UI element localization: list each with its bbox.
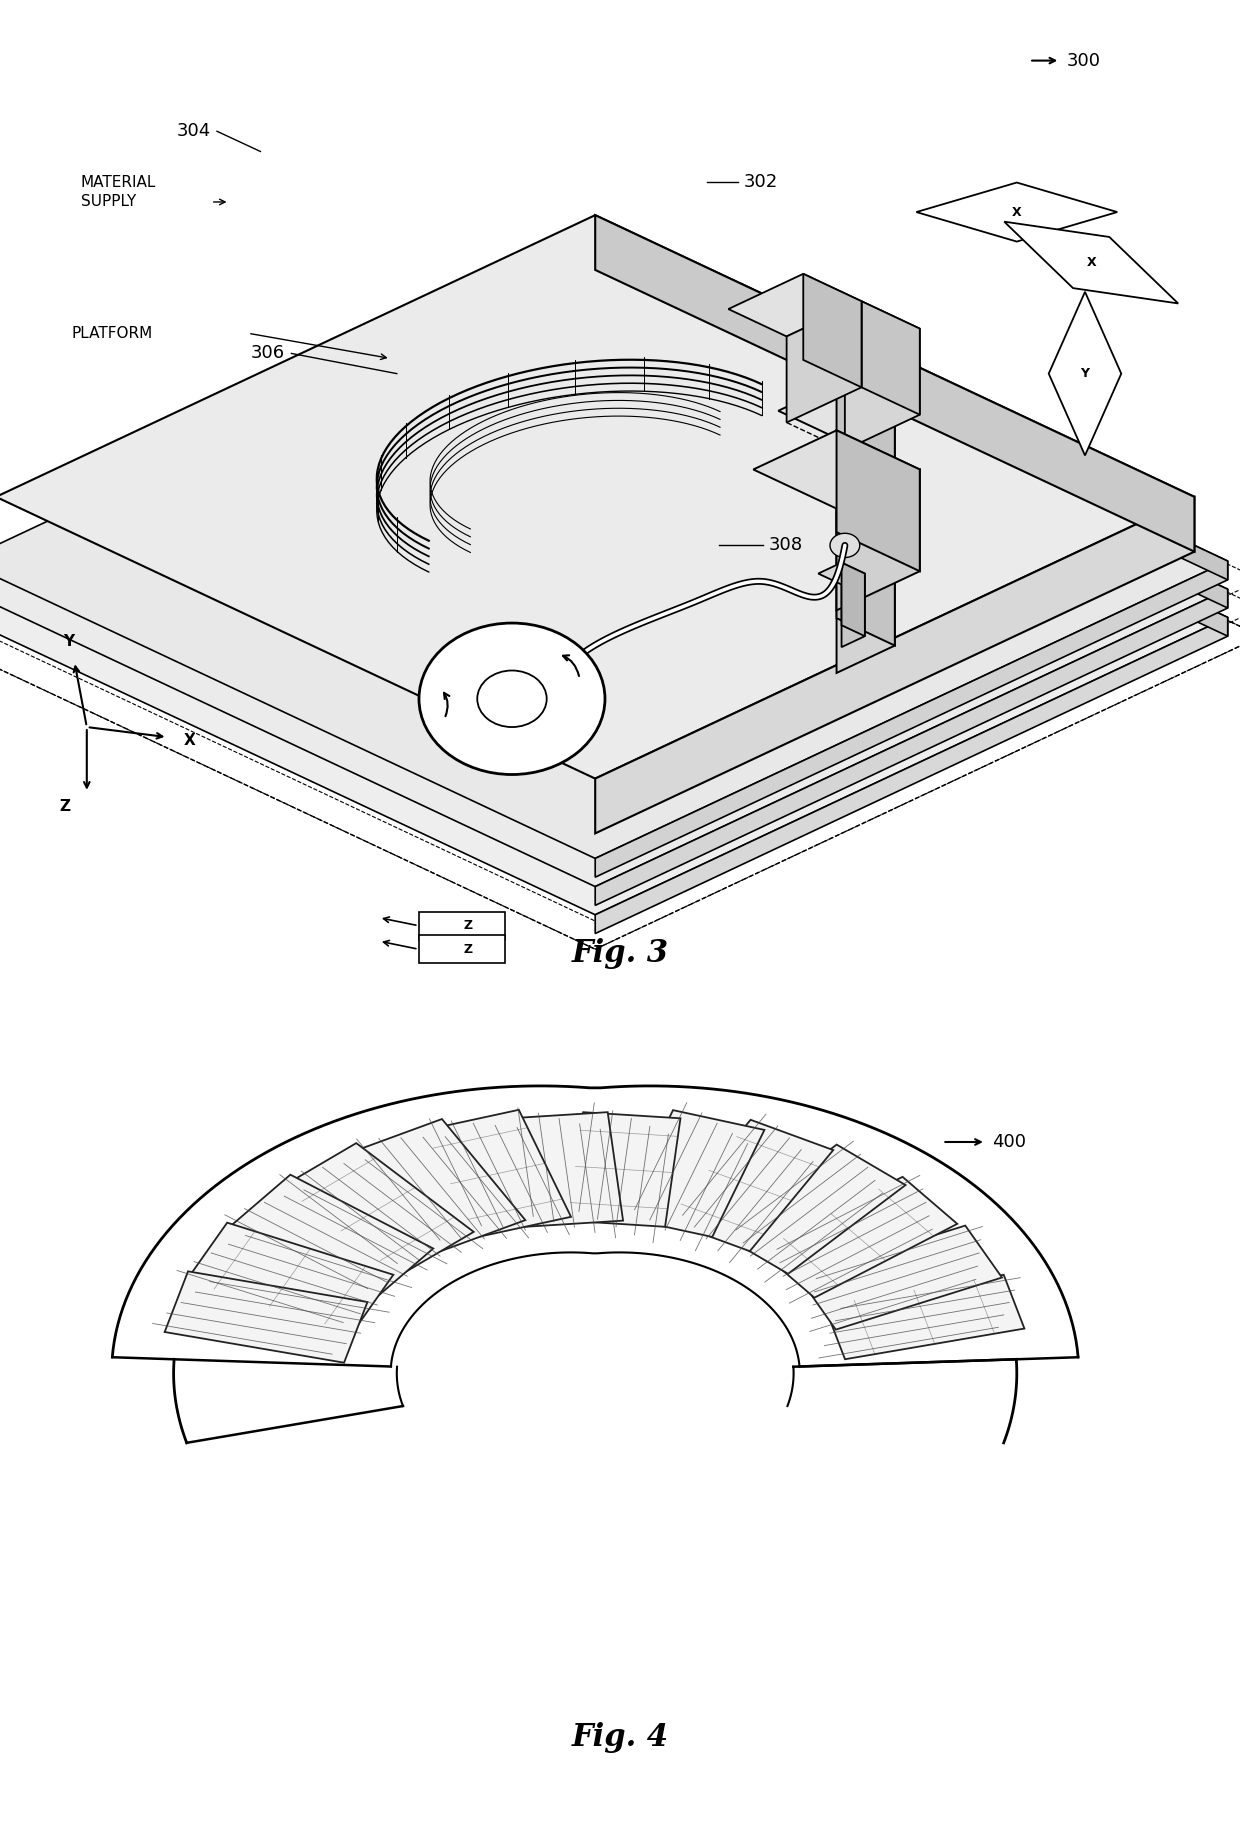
Circle shape xyxy=(419,622,605,775)
Polygon shape xyxy=(837,411,895,674)
Polygon shape xyxy=(231,1175,433,1300)
Polygon shape xyxy=(779,384,895,439)
Text: MATERIAL
SUPPLY: MATERIAL SUPPLY xyxy=(81,174,156,209)
Polygon shape xyxy=(844,329,920,450)
Text: Z: Z xyxy=(464,942,472,957)
Polygon shape xyxy=(842,562,864,635)
Text: Z: Z xyxy=(60,799,69,815)
Text: Fig. 3: Fig. 3 xyxy=(572,938,668,969)
Polygon shape xyxy=(818,562,864,584)
Circle shape xyxy=(830,532,859,558)
Text: 300: 300 xyxy=(1066,51,1100,70)
Polygon shape xyxy=(0,323,1240,949)
Polygon shape xyxy=(786,301,920,364)
Polygon shape xyxy=(595,215,1194,551)
Polygon shape xyxy=(283,1144,474,1276)
Polygon shape xyxy=(186,1223,393,1333)
Polygon shape xyxy=(0,292,1228,887)
Polygon shape xyxy=(1012,431,1053,490)
Polygon shape xyxy=(621,1111,764,1237)
Polygon shape xyxy=(595,292,1228,608)
Polygon shape xyxy=(1004,222,1178,303)
Polygon shape xyxy=(424,1109,570,1237)
Text: 306: 306 xyxy=(250,345,285,362)
Text: X: X xyxy=(1012,206,1022,218)
Polygon shape xyxy=(804,274,862,387)
Polygon shape xyxy=(837,470,920,610)
Polygon shape xyxy=(970,393,1053,472)
Polygon shape xyxy=(510,1113,622,1226)
Polygon shape xyxy=(595,562,1228,878)
Polygon shape xyxy=(837,430,920,571)
Polygon shape xyxy=(165,1271,367,1362)
Polygon shape xyxy=(916,182,1117,242)
Text: 302: 302 xyxy=(744,173,779,191)
Polygon shape xyxy=(667,1120,833,1250)
Circle shape xyxy=(477,670,547,727)
Polygon shape xyxy=(0,264,1228,859)
Polygon shape xyxy=(595,617,1228,933)
Polygon shape xyxy=(1049,292,1121,455)
Text: 400: 400 xyxy=(992,1133,1025,1151)
Polygon shape xyxy=(595,498,1194,834)
Polygon shape xyxy=(842,573,864,646)
Polygon shape xyxy=(825,1274,1024,1359)
FancyBboxPatch shape xyxy=(419,912,506,940)
Text: 304: 304 xyxy=(176,123,211,140)
Text: 308: 308 xyxy=(769,536,804,554)
Text: X: X xyxy=(184,733,196,749)
Polygon shape xyxy=(799,1226,1002,1329)
Polygon shape xyxy=(928,420,1053,479)
Polygon shape xyxy=(760,1177,957,1298)
Polygon shape xyxy=(595,589,1228,905)
Polygon shape xyxy=(719,1144,905,1274)
Polygon shape xyxy=(595,319,1228,635)
Text: Y: Y xyxy=(1080,367,1090,380)
Polygon shape xyxy=(0,319,1228,914)
Polygon shape xyxy=(1012,461,1053,520)
Polygon shape xyxy=(970,420,1053,499)
Text: Z: Z xyxy=(464,920,472,933)
Polygon shape xyxy=(786,301,862,422)
Polygon shape xyxy=(595,264,1228,580)
FancyBboxPatch shape xyxy=(419,935,506,964)
Polygon shape xyxy=(928,393,1053,452)
Text: Y: Y xyxy=(63,633,73,650)
Polygon shape xyxy=(728,274,862,336)
Polygon shape xyxy=(862,301,920,415)
Polygon shape xyxy=(837,384,895,646)
Text: X: X xyxy=(1086,255,1096,270)
Polygon shape xyxy=(355,1118,526,1252)
Text: Fig. 4: Fig. 4 xyxy=(572,1722,668,1753)
Polygon shape xyxy=(754,430,920,509)
Text: PLATFORM: PLATFORM xyxy=(72,325,154,341)
Polygon shape xyxy=(0,215,1194,778)
Polygon shape xyxy=(568,1113,681,1226)
